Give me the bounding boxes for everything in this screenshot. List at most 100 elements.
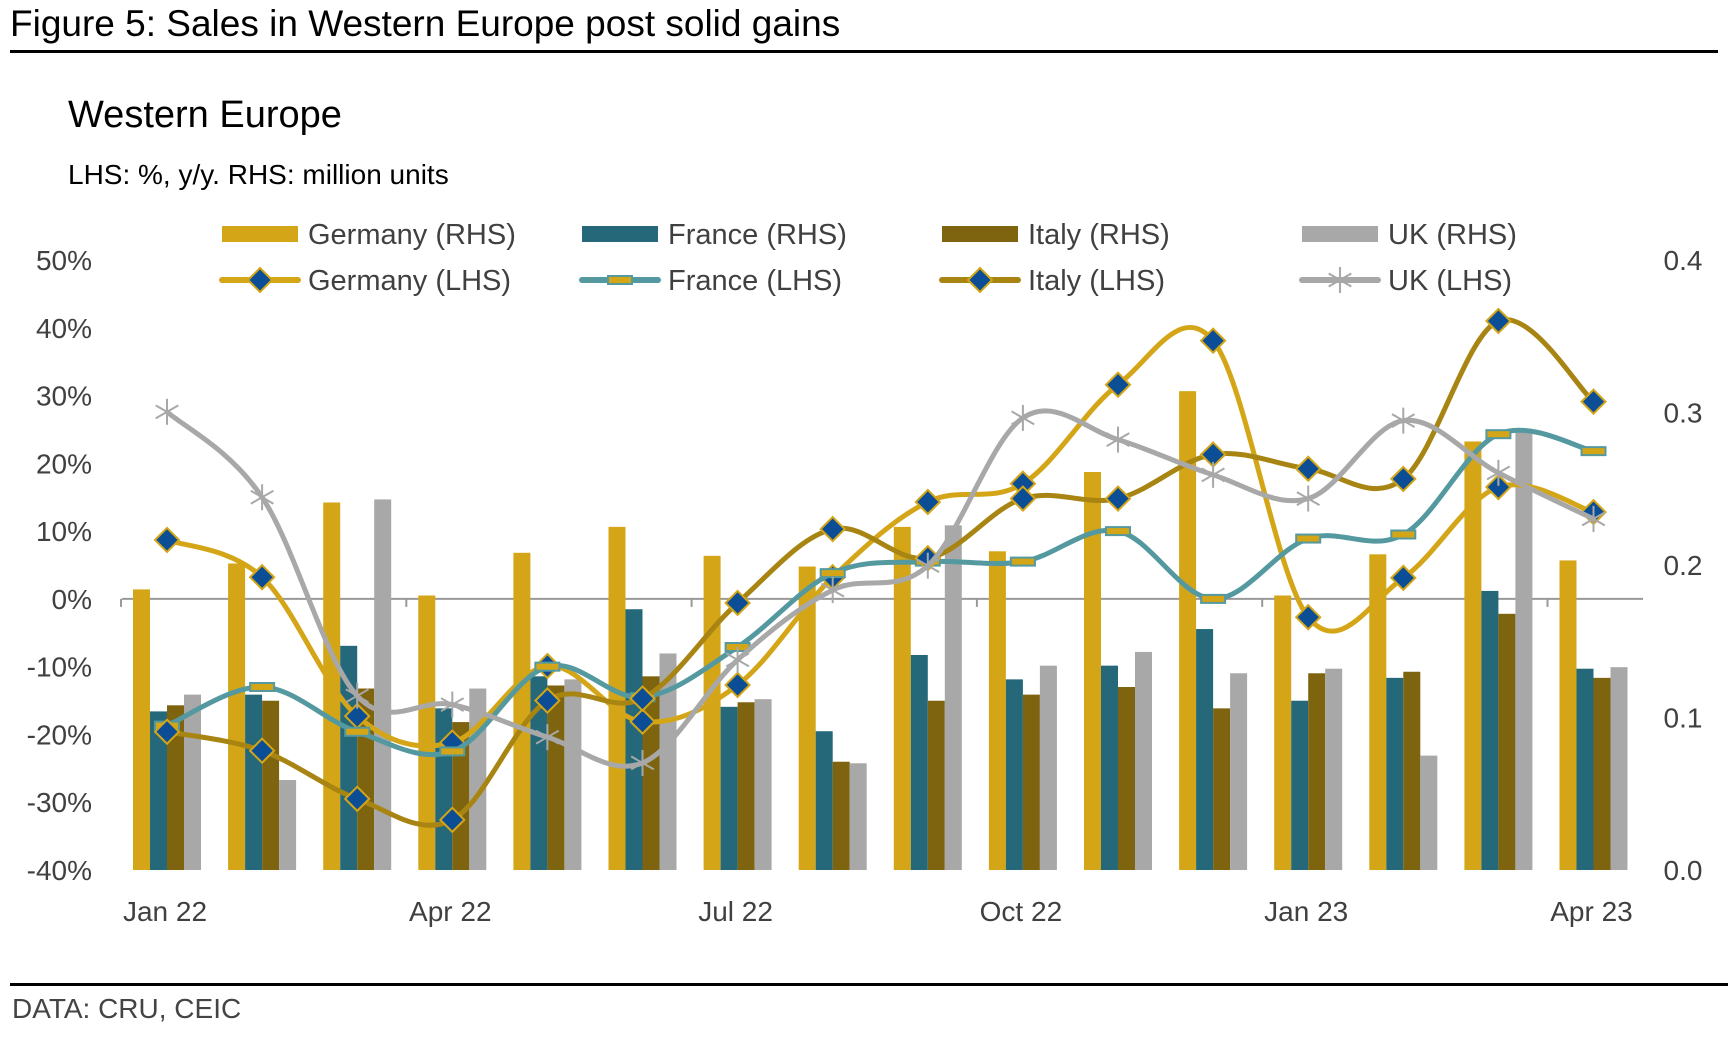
bar-france [910,654,928,870]
bar-germany [418,595,436,870]
data-point-marker [630,749,655,776]
data-point-marker [1485,429,1512,440]
bar-italy [1213,708,1231,870]
data-point-marker [1295,533,1322,544]
legend-label: Germany (RHS) [308,219,516,251]
source-note: DATA: CRU, CEIC [12,993,242,1024]
legend-item-france-rhs: France (RHS) [582,219,847,251]
chart-title: Western Europe [68,94,342,136]
bar-italy [737,702,755,870]
bar-uk [1420,755,1438,870]
data-point-marker [915,552,940,579]
y-right-tick-label: 0.3 [1664,398,1703,429]
data-point-marker [1296,485,1321,512]
data-point-marker [440,691,465,718]
legend-item-uk-lhs: UK (LHS) [1299,265,1512,297]
star-stroke [725,652,750,668]
legend-label: UK (LHS) [1388,265,1512,297]
legend-item-germany-lhs: Germany (LHS) [219,265,511,297]
bar-germany [1274,595,1292,870]
bar-france [625,609,643,870]
bar-france [245,694,263,870]
star-stroke [535,729,560,745]
bar-france [1481,590,1499,870]
bar-italy [547,685,565,870]
y-left-tick-label: 50% [36,245,92,276]
data-point-marker [1201,461,1225,488]
bar-uk [374,499,392,870]
data-point-marker [249,682,276,692]
y-left-tick-label: -40% [27,855,92,886]
legend-label: UK (RHS) [1388,219,1517,251]
y-left-tick-label: 10% [36,516,92,547]
line-series-group [153,307,1607,834]
data-point-marker [535,724,560,751]
bar-italy [262,700,280,870]
x-tick-label: Oct 22 [980,896,1062,927]
series-line [164,427,1596,758]
data-point-marker [1389,564,1417,592]
x-tick-label: Jul 22 [698,896,773,927]
data-point-marker [1389,465,1417,493]
y-left-tick-label: -20% [27,719,92,750]
series-line [164,317,1596,828]
bar-france [815,731,833,870]
bar-uk [1230,673,1248,870]
bar-italy [927,700,945,870]
bar-uk [1135,651,1152,870]
data-point-marker [629,685,656,712]
bar-france [530,676,548,870]
data-point-marker [534,661,561,672]
bar-uk [1515,432,1533,870]
data-point-marker [724,589,752,617]
bar-italy [1403,671,1421,870]
legend-item-italy-lhs: Italy (LHS) [939,265,1165,297]
bar-germany [1464,441,1482,870]
bar-france [1291,700,1309,870]
figure-title: Figure 5: Sales in Western Europe post s… [10,3,841,44]
y-right-tick-label: 0.2 [1664,550,1703,581]
legend-marker [966,266,994,294]
bar-france [150,711,167,870]
legend-swatch [1302,226,1378,242]
data-point-marker [1484,473,1512,501]
bar-germany [1559,560,1577,870]
star-stroke [915,558,940,574]
bar-italy [1022,694,1040,870]
data-point-marker [1391,407,1416,434]
data-point-marker [914,488,942,516]
data-point-marker [1484,307,1512,335]
data-point-marker [819,515,847,543]
data-point-marker [153,526,181,554]
legend-marker [246,266,274,294]
x-tick-label: Jan 23 [1264,896,1348,927]
bar-germany [513,552,531,870]
bar-uk [564,679,582,870]
data-point-marker [1486,459,1511,486]
y-right-tick-label: 0.1 [1664,703,1703,734]
bar-italy [1118,687,1135,870]
data-point-marker [1105,526,1131,537]
bar-uk [1325,668,1343,870]
data-point-marker [724,671,752,699]
data-point-marker [1106,426,1130,453]
data-point-marker [343,785,371,813]
data-point-marker [1009,485,1037,512]
y-left-tick-label: 30% [36,381,92,412]
legend-swatch [582,226,658,242]
bar-germany [1369,554,1387,870]
data-point-marker [1009,556,1036,567]
line-series-uk [155,398,1606,776]
bar-italy [832,761,850,870]
bar-uk [849,763,867,870]
series-line [164,324,1596,749]
axes: 50% 40% 30% 20% 10% 0% -10% -20% -30% -40% 0.4 0.3 0… [27,245,1703,927]
bar-italy [452,722,470,870]
data-point-marker [1580,446,1607,457]
data-point-marker [1200,593,1227,604]
legend-swatch [942,226,1018,242]
bar-series-group [133,391,1628,870]
data-point-marker [1011,404,1035,431]
legend-label: France (RHS) [668,219,847,251]
y-left-tick-label: -10% [27,652,92,683]
